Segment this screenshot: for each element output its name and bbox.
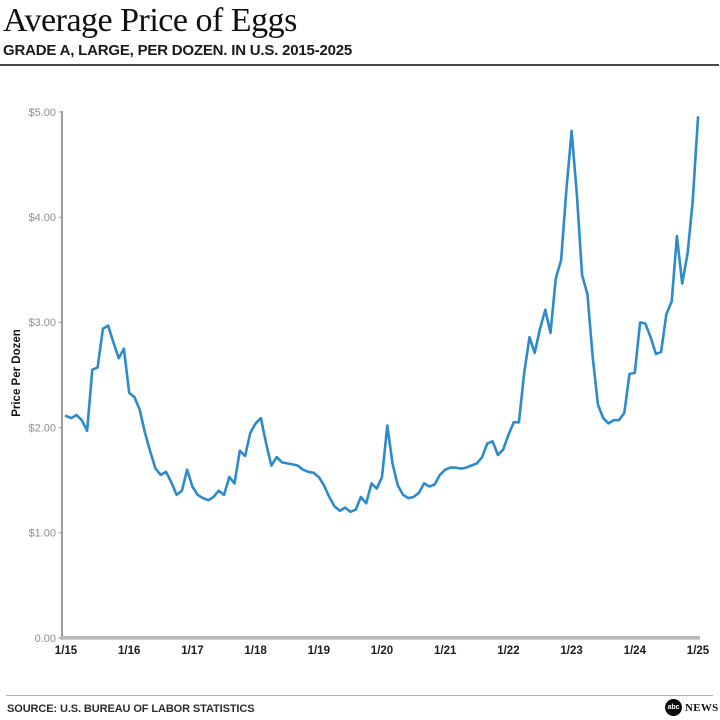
price-line-series [64, 116, 700, 514]
y-axis-title: Price Per Dozen [11, 329, 23, 417]
chart-subtitle: GRADE A, LARGE, PER DOZEN. IN U.S. 2015-… [3, 42, 353, 59]
y-tick-label: $1.00 [28, 528, 56, 540]
source-credit: SOURCE: U.S. BUREAU OF LABOR STATISTICS [7, 703, 255, 715]
x-tick-label: 1/22 [497, 645, 519, 657]
y-tick-label: $5.00 [28, 107, 56, 119]
x-tick-label: 1/17 [181, 645, 203, 657]
y-tick-label: $4.00 [28, 212, 56, 224]
footer-divider [6, 695, 713, 696]
abc-logo-icon: abc [665, 699, 682, 716]
x-tick-label: 1/24 [624, 645, 647, 657]
x-tick-label: 1/20 [371, 645, 393, 657]
header-divider [0, 64, 719, 66]
x-tick-label: 1/15 [55, 645, 78, 657]
y-tick-label: $3.00 [28, 317, 56, 329]
x-tick-label: 1/23 [560, 645, 582, 657]
y-tick-label: $2.00 [28, 422, 56, 434]
y-tick-label: 0.00 [35, 633, 56, 645]
x-tick-label: 1/16 [118, 645, 140, 657]
x-tick-label: 1/25 [687, 645, 710, 657]
x-tick-label: 1/18 [244, 645, 267, 657]
x-tick-label: 1/19 [308, 645, 330, 657]
x-tick-label: 1/21 [434, 645, 457, 657]
abc-news-logo: abc NEWS [665, 699, 719, 717]
page-title: Average Price of Eggs [3, 2, 297, 39]
abc-news-wordmark: NEWS [685, 702, 719, 714]
